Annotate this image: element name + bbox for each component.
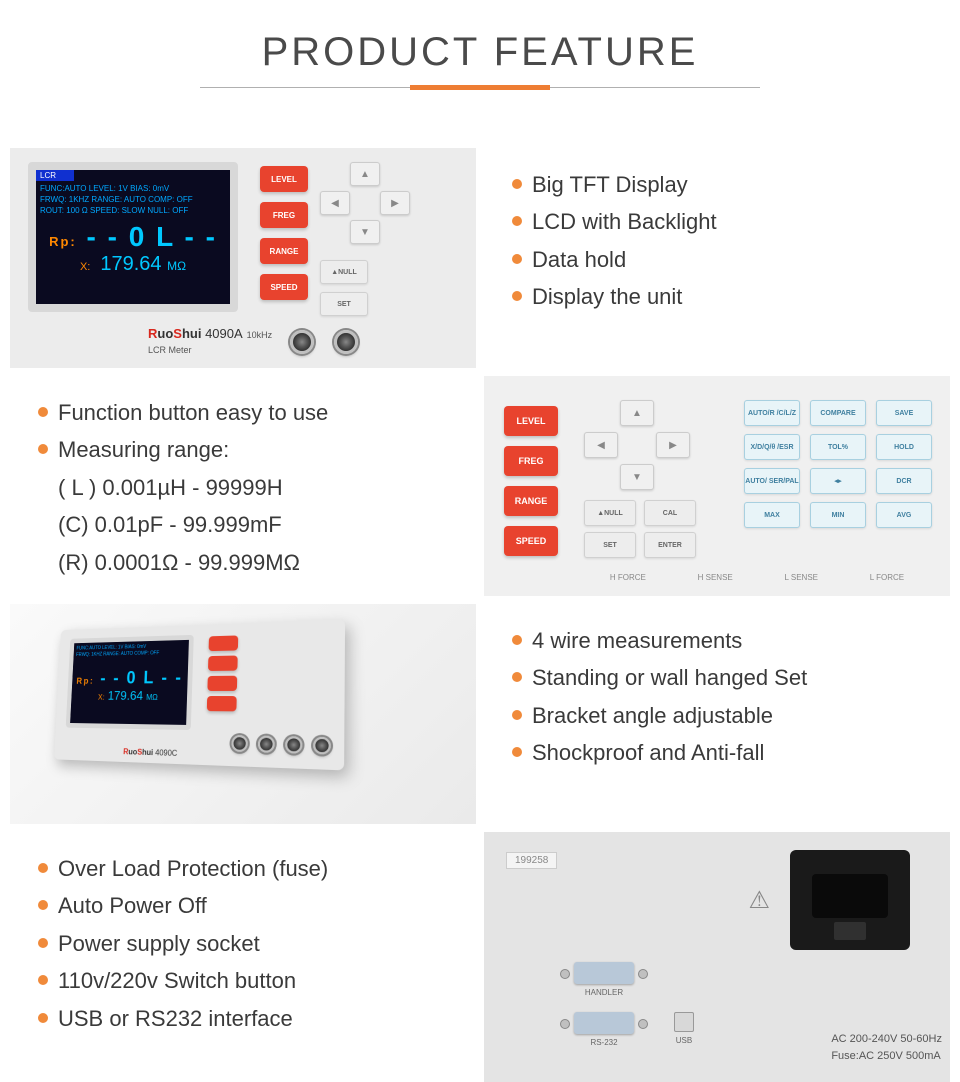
lcd-screen: LCR FUNC:AUTO LEVEL: 1V BIAS: 0mV FRWQ: … [28,162,238,312]
list-item: Function button easy to use [38,394,456,431]
arrow-down-button[interactable]: ▼ [350,220,380,244]
feature-list-1: Big TFT Display LCD with Backlight Data … [484,148,950,368]
hold-button[interactable]: HOLD [876,434,932,460]
null-button[interactable]: ▲NULL [584,500,636,526]
arrow-down-button[interactable]: ▼ [620,464,654,490]
xdq-esr-button[interactable]: X/D/Q/θ /ESR [744,434,800,460]
device-iso-image: FUNC:AUTO LEVEL: 1V BIAS: 0mV FRWQ: 1KHZ… [10,604,476,824]
screen-sub-reading: X:179.64 MΩ [36,253,230,276]
list-item: ( L ) 0.001µH - 99999H [38,469,456,506]
bullet-list: Big TFT Display LCD with Backlight Data … [512,166,930,316]
feature-list-4: Over Load Protection (fuse) Auto Power O… [10,832,476,1082]
bnc-connector[interactable] [313,737,331,755]
list-item: USB or RS232 interface [38,1000,456,1037]
lcd-screen: FUNC:AUTO LEVEL: 1V BIAS: 0mV FRWQ: 1KHZ… [66,635,194,730]
bnc-connector[interactable] [334,330,358,354]
device-back-image: 199258 ⚠ HANDLER RS-232 USB AC 200-240V … [484,832,950,1082]
list-item: Power supply socket [38,925,456,962]
blue-button-grid: AUTO/R /C/L/Z COMPARE SAVE X/D/Q/θ /ESR … [744,400,932,528]
power-socket[interactable] [790,850,910,950]
terminal-labels: H FORCEH SENSEL SENSEL FORCE [584,573,930,582]
level-button[interactable]: LEVEL [504,406,558,436]
set-button[interactable]: SET [584,532,636,558]
save-button[interactable]: SAVE [876,400,932,426]
list-item: LCD with Backlight [512,203,930,240]
screen-main-reading: Rp: - - 0 L - - [36,221,230,253]
header: PRODUCT FEATURE [0,0,960,108]
list-item: (C) 0.01pF - 99.999mF [38,506,456,543]
list-item: Shockproof and Anti-fall [512,734,930,771]
min-button[interactable]: MIN [810,502,866,528]
bnc-connector[interactable] [285,736,302,754]
usb-port[interactable] [674,1012,694,1032]
list-item: Bracket angle adjustable [512,697,930,734]
tol-button[interactable]: TOL% [810,434,866,460]
list-item: Over Load Protection (fuse) [38,850,456,887]
brand-label: RuoShui 4090A10kHzLCR Meter [148,326,272,356]
arrow-up-button[interactable]: ▲ [620,400,654,426]
range-button[interactable]: RANGE [504,486,558,516]
freg-button[interactable]: FREG [260,202,308,228]
compare-button[interactable]: COMPARE [810,400,866,426]
power-spec: AC 200-240V 50-60Hz Fuse:AC 250V 500mA [831,1031,942,1064]
bnc-connector[interactable] [231,735,248,752]
lr-button[interactable]: ◂▸ [810,468,866,494]
speed-button[interactable] [207,696,237,711]
freg-button[interactable]: FREG [504,446,558,476]
list-item: Display the unit [512,278,930,315]
screen-mode: LCR [36,170,74,181]
button-panel-image: LEVEL FREG RANGE SPEED ▲ ▼ ◀ ▶ ▲NULL CAL… [484,376,950,596]
level-button[interactable]: LEVEL [260,166,308,192]
dcr-button[interactable]: DCR [876,468,932,494]
range-button[interactable]: RANGE [260,238,308,264]
null-button[interactable]: ▲NULL [320,260,368,284]
auto-serpal-button[interactable]: AUTO/ SER/PAL [744,468,800,494]
speed-button[interactable]: SPEED [504,526,558,556]
rs232-label: RS-232 [574,1038,634,1047]
cal-button[interactable]: CAL [644,500,696,526]
set-button[interactable]: SET [320,292,368,316]
list-item: Data hold [512,241,930,278]
arrow-up-button[interactable]: ▲ [350,162,380,186]
list-item: 4 wire measurements [512,622,930,659]
bnc-connector[interactable] [290,330,314,354]
usb-label: USB [674,1036,694,1045]
arrow-right-button[interactable]: ▶ [656,432,690,458]
auto-rclz-button[interactable]: AUTO/R /C/L/Z [744,400,800,426]
bullet-list: Function button easy to use Measuring ra… [38,394,456,581]
max-button[interactable]: MAX [744,502,800,528]
arrow-left-button[interactable]: ◀ [584,432,618,458]
dpad: ▲ ▼ ◀ ▶ [320,162,410,252]
warning-icon: ⚠ [748,886,770,915]
list-item: 110v/220v Switch button [38,962,456,999]
level-button[interactable] [209,635,239,651]
feature-grid: LCR FUNC:AUTO LEVEL: 1V BIAS: 0mV FRWQ: … [0,108,960,1082]
handler-label: HANDLER [574,988,634,997]
list-item: Auto Power Off [38,887,456,924]
speed-button[interactable]: SPEED [260,274,308,300]
arrow-right-button[interactable]: ▶ [380,191,410,215]
device-front-image: LCR FUNC:AUTO LEVEL: 1V BIAS: 0mV FRWQ: … [10,148,476,368]
page-title: PRODUCT FEATURE [0,30,960,75]
rs232-port[interactable] [574,1012,634,1034]
handler-port[interactable] [574,962,634,984]
avg-button[interactable]: AVG [876,502,932,528]
screen-info: FUNC:AUTO LEVEL: 1V BIAS: 0mV FRWQ: 1KHZ… [36,181,230,219]
title-divider [200,87,760,88]
list-item: Standing or wall hanged Set [512,659,930,696]
list-item: Big TFT Display [512,166,930,203]
feature-list-2: Function button easy to use Measuring ra… [10,376,476,596]
freg-button[interactable] [208,655,238,671]
feature-list-3: 4 wire measurements Standing or wall han… [484,604,950,824]
red-button-column: LEVEL FREG RANGE SPEED [260,166,308,300]
list-item: (R) 0.0001Ω - 99.999MΩ [38,544,456,581]
arrow-left-button[interactable]: ◀ [320,191,350,215]
bnc-connector[interactable] [258,736,275,753]
dpad: ▲ ▼ ◀ ▶ [584,400,694,490]
list-item: Measuring range: [38,431,456,468]
enter-button[interactable]: ENTER [644,532,696,558]
serial-label: 199258 [506,852,557,869]
range-button[interactable] [207,676,237,691]
